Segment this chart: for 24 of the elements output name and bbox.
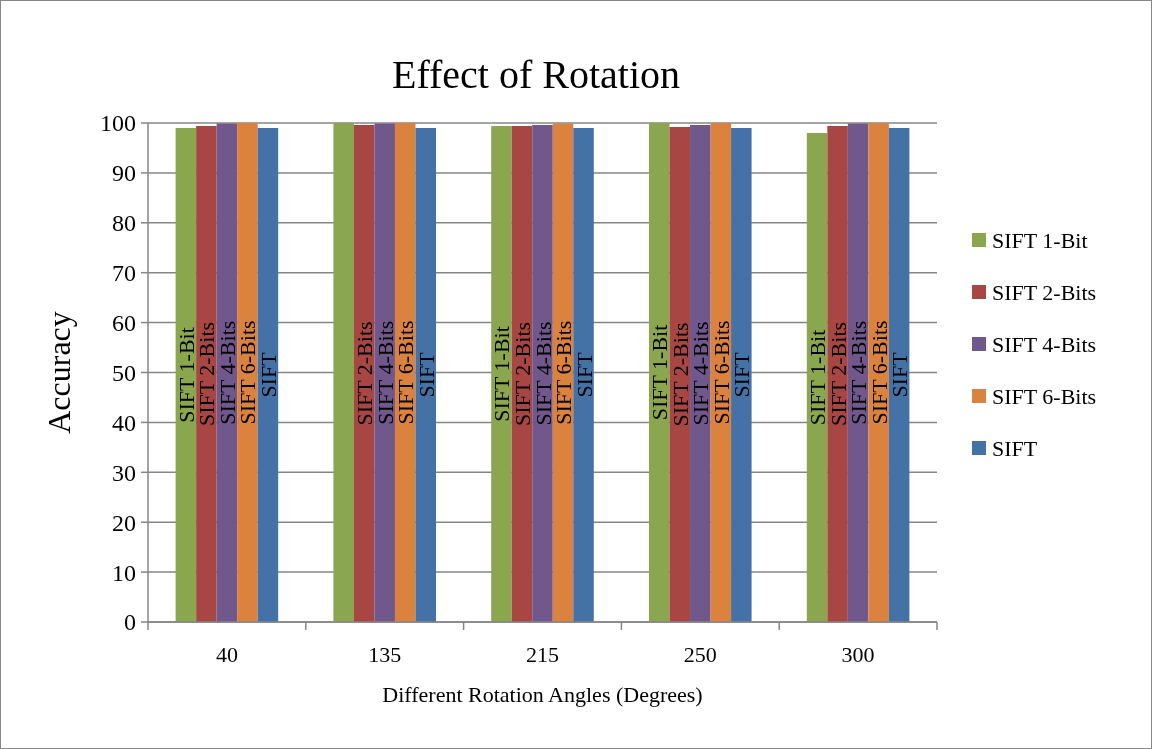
x-axis-title: Different Rotation Angles (Degrees) xyxy=(382,682,703,707)
y-tick-label: 30 xyxy=(112,459,136,486)
x-tick-label: 40 xyxy=(215,642,238,667)
y-tick-label: 60 xyxy=(112,310,136,336)
legend-label: SIFT 2-Bits xyxy=(992,279,1097,305)
x-tick-label: 300 xyxy=(841,642,875,667)
x-tick-label: 250 xyxy=(683,642,717,667)
legend-label: SIFT 4-Bits xyxy=(992,331,1097,357)
y-tick-label: 40 xyxy=(112,409,136,436)
y-tick-label: 0 xyxy=(124,609,136,636)
y-axis-title: Accuracy xyxy=(41,311,77,434)
x-tick-label: 135 xyxy=(368,642,402,667)
y-tick-label: 20 xyxy=(112,509,136,536)
y-tick-label: 80 xyxy=(112,210,136,237)
legend-label: SIFT xyxy=(992,435,1038,461)
x-tick-label: 215 xyxy=(526,642,559,667)
y-tick-label: 100 xyxy=(100,110,136,137)
legend-label: SIFT 1-Bit xyxy=(992,227,1088,253)
y-tick-label: 50 xyxy=(112,359,136,386)
y-tick-label: 90 xyxy=(112,160,136,187)
y-tick-label: 10 xyxy=(112,559,136,586)
y-tick-label: 70 xyxy=(112,260,136,287)
legend-label: SIFT 6-Bits xyxy=(992,383,1097,409)
chart-title: Effect of Rotation xyxy=(391,52,681,97)
